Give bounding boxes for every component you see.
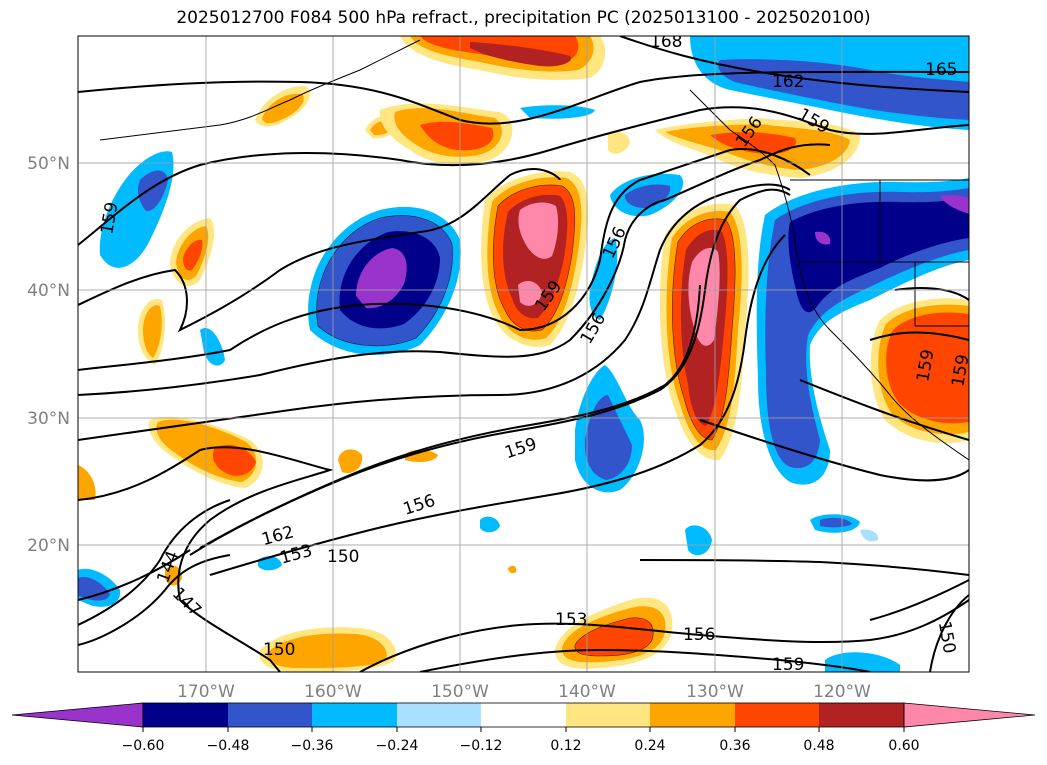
colorbar-tick: 0.12 (550, 738, 581, 754)
colorbar-bin (397, 703, 481, 727)
colorbar-tick: 0.60 (888, 738, 919, 754)
colorbar-tick: 0.48 (803, 738, 834, 754)
contour-label: 165 (925, 60, 957, 80)
lat-label-50n: 50°N (27, 154, 70, 174)
colorbar-bin (312, 703, 397, 727)
contour-label: 156 (683, 625, 715, 645)
colorbar: −0.60 −0.48 −0.36 −0.24 −0.12 0.12 0.24 … (11, 702, 1036, 754)
colorbar-tick: −0.48 (207, 738, 250, 754)
colorbar-bin (481, 703, 566, 727)
lon-label-130w: 130°W (686, 682, 744, 702)
height-contours (78, 36, 969, 672)
contour-label: 162 (772, 72, 804, 92)
contour-label: 159 (948, 353, 973, 388)
colorbar-bin (650, 703, 735, 727)
coastlines (99, 39, 969, 461)
colorbar-bin (735, 703, 819, 727)
map-title: 2025012700 F084 500 hPa refract., precip… (176, 8, 871, 28)
colorbar-bin (566, 703, 650, 727)
colorbar-tick: −0.12 (460, 738, 503, 754)
colorbar-tick: 0.24 (634, 738, 665, 754)
lat-label-40n: 40°N (27, 281, 70, 301)
colorbar-tick: −0.60 (122, 738, 165, 754)
contour-label: 168 (650, 32, 682, 52)
contour-labels: 168 165 162 159 159 159 156 156 159 156 … (97, 32, 973, 675)
colorbar-tick: −0.24 (376, 738, 419, 754)
contour-label: 159 (772, 655, 804, 675)
colorbar-bin (819, 703, 904, 727)
colorbar-extend-high (903, 702, 1036, 728)
lat-label-30n: 30°N (27, 409, 70, 429)
contour-label: 150 (327, 547, 359, 567)
lon-label-160w: 160°W (304, 682, 362, 702)
lon-label-120w: 120°W (813, 682, 871, 702)
colorbar-tick: −0.36 (291, 738, 334, 754)
colorbar-tick: 0.36 (719, 738, 750, 754)
map-border (77, 35, 970, 673)
colorbar-bin (228, 703, 312, 727)
graticule (78, 36, 969, 672)
lon-label-170w: 170°W (177, 682, 235, 702)
lat-label-20n: 20°N (27, 536, 70, 556)
contour-label: 153 (555, 610, 587, 630)
colorbar-extend-low (11, 702, 144, 728)
lon-label-140w: 140°W (558, 682, 616, 702)
lon-label-150w: 150°W (431, 682, 489, 702)
contour-label: 150 (263, 640, 295, 660)
map-fields: 168 165 162 159 159 159 156 156 159 156 … (78, 32, 973, 675)
colorbar-bin (143, 703, 228, 727)
